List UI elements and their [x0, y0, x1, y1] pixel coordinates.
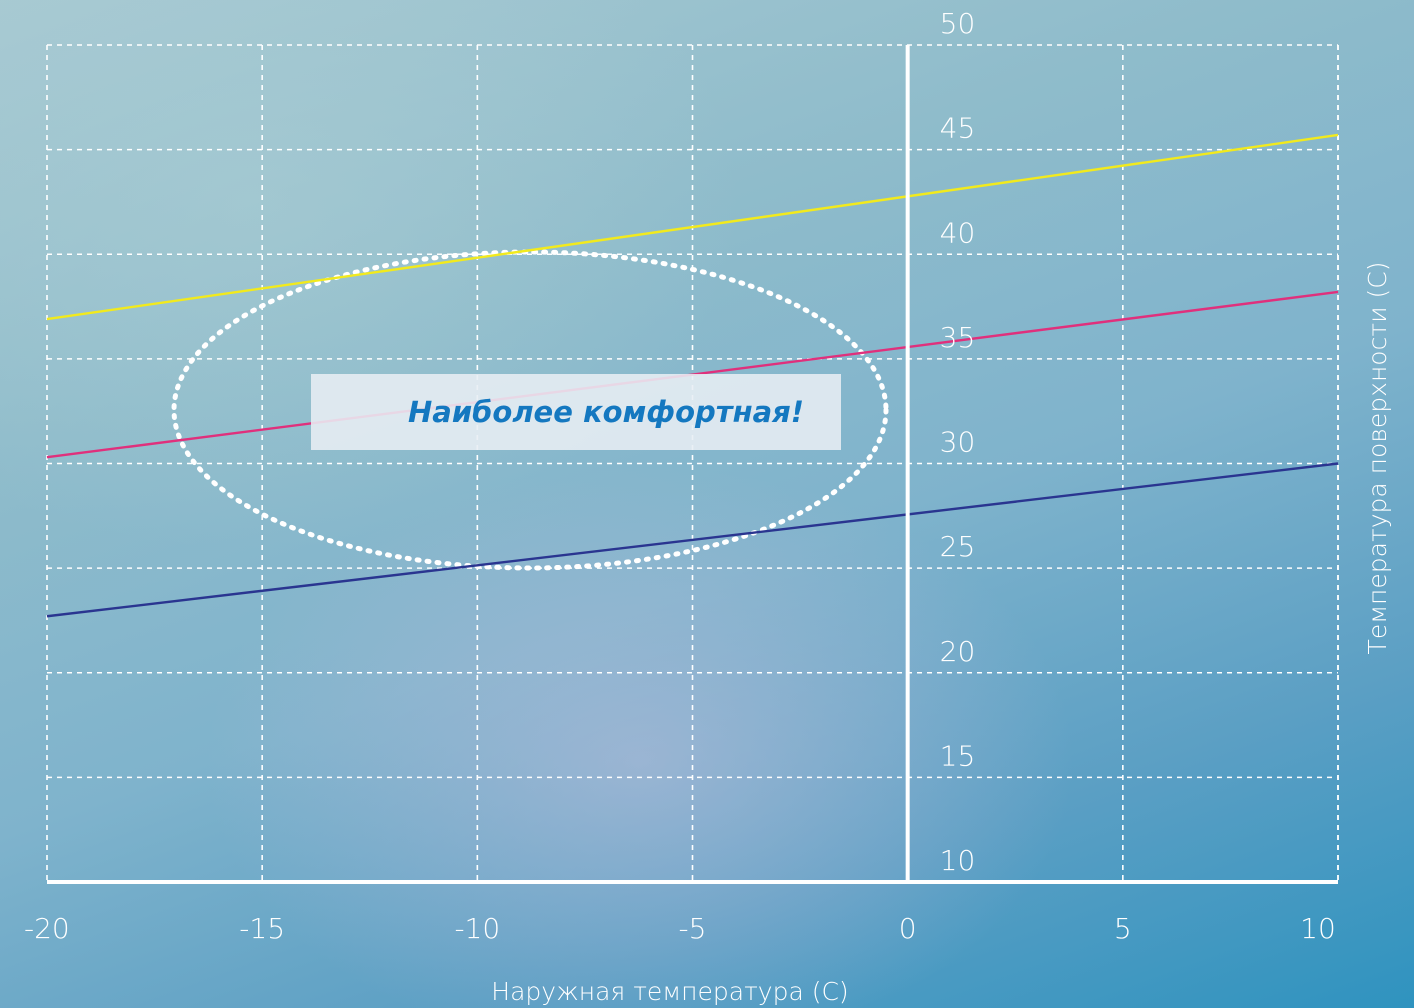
y-tick-label: 10 [940, 844, 976, 877]
y-tick-label: 30 [940, 426, 976, 459]
series-line-3 [46, 462, 1339, 618]
x-tick-label: -5 [679, 912, 707, 945]
y-tick-label: 20 [940, 635, 976, 668]
comfort-zone-ellipse [171, 249, 889, 571]
comfort-zone-highlight [171, 249, 889, 571]
x-tick-label: 0 [899, 912, 917, 945]
x-axis-title: Наружная температура (С) [491, 977, 848, 1006]
annotation-text: Наиболее комфортная! [407, 395, 805, 429]
y-tick-label: 50 [940, 7, 976, 40]
y-tick-label: 35 [940, 321, 976, 354]
x-tick-label: -20 [24, 912, 70, 945]
grid [46, 44, 1339, 882]
y-tick-label: 15 [940, 739, 976, 772]
x-tick-label: -10 [454, 912, 500, 945]
x-tick-label: -15 [239, 912, 285, 945]
x-tick-label: 5 [1114, 912, 1132, 945]
tick-labels: -20 -15 -10 -5 0 5 10 10 15 20 25 30 35 40 45 50 [24, 7, 1336, 945]
y-axis-title: Температура поверхности (С) [1363, 262, 1392, 655]
series-line-1 [46, 133, 1339, 321]
axes [47, 45, 1338, 884]
y-tick-label: 40 [940, 216, 976, 249]
x-tick-label: 10 [1300, 912, 1336, 945]
y-tick-label: 45 [940, 112, 976, 145]
annotation-box: Наиболее комфортная! [311, 374, 841, 450]
y-tick-label: 25 [940, 530, 976, 563]
